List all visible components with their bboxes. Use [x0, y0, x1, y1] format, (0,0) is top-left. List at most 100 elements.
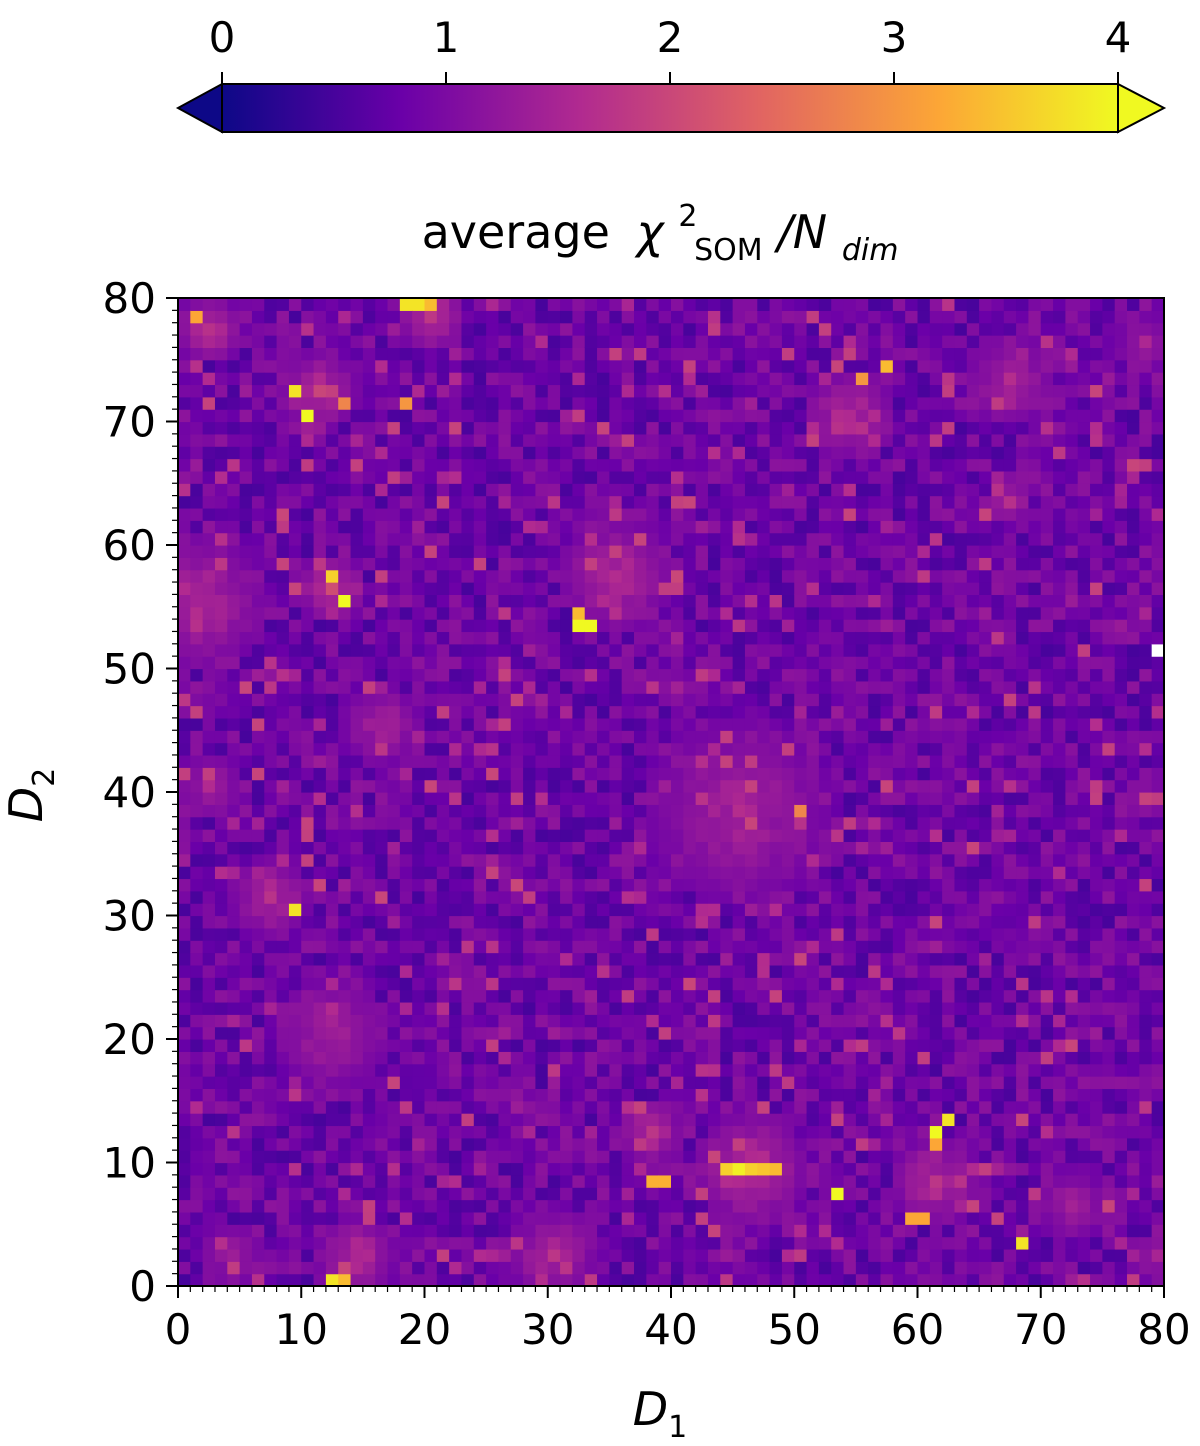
- heatmap-cell: [437, 681, 450, 694]
- heatmap-cell: [844, 471, 857, 484]
- heatmap-cell: [782, 743, 795, 756]
- heatmap-cell: [671, 397, 684, 410]
- heatmap-cell: [314, 1138, 327, 1151]
- heatmap-cell: [461, 841, 474, 854]
- heatmap-cell: [498, 1113, 511, 1126]
- heatmap-cell: [720, 1261, 733, 1274]
- heatmap-cell: [720, 422, 733, 435]
- heatmap-cell: [831, 928, 844, 941]
- heatmap-cell: [918, 644, 931, 657]
- heatmap-cell: [289, 360, 302, 373]
- heatmap-cell: [240, 928, 253, 941]
- heatmap-cell: [942, 1187, 955, 1200]
- heatmap-cell: [708, 1187, 721, 1200]
- heatmap-cell: [511, 1014, 524, 1027]
- heatmap-cell: [215, 1200, 228, 1213]
- heatmap-cell: [301, 841, 314, 854]
- heatmap-cell: [289, 1237, 302, 1250]
- heatmap-cell: [733, 582, 746, 595]
- heatmap-cell: [893, 780, 906, 793]
- heatmap-cell: [622, 1051, 635, 1064]
- heatmap-cell: [807, 471, 820, 484]
- heatmap-cell: [535, 1039, 548, 1052]
- heatmap-cell: [671, 310, 684, 323]
- heatmap-cell: [918, 977, 931, 990]
- heatmap-cell: [634, 1014, 647, 1027]
- heatmap-cell: [375, 693, 388, 706]
- heatmap-cell: [498, 1027, 511, 1040]
- heatmap-cell: [609, 693, 622, 706]
- heatmap-cell: [425, 743, 438, 756]
- heatmap-cell: [388, 446, 401, 459]
- heatmap-cell: [622, 1076, 635, 1089]
- heatmap-cell: [819, 1274, 832, 1287]
- heatmap-cell: [683, 1014, 696, 1027]
- heatmap-cell: [745, 878, 758, 891]
- heatmap-cell: [585, 422, 598, 435]
- heatmap-cell: [215, 533, 228, 546]
- heatmap-cell: [227, 878, 240, 891]
- heatmap-cell: [683, 459, 696, 472]
- heatmap-cell: [178, 631, 191, 644]
- heatmap-cell: [375, 928, 388, 941]
- heatmap-cell: [289, 916, 302, 929]
- heatmap-cell: [375, 743, 388, 756]
- heatmap-cell: [548, 891, 561, 904]
- heatmap-cell: [634, 854, 647, 867]
- heatmap-cell: [338, 1039, 351, 1052]
- heatmap-cell: [461, 446, 474, 459]
- heatmap-cell: [326, 1014, 339, 1027]
- heatmap-cell: [388, 520, 401, 533]
- heatmap-cell: [708, 1150, 721, 1163]
- heatmap-cell: [794, 570, 807, 583]
- heatmap-cell: [314, 1237, 327, 1250]
- heatmap-cell: [523, 730, 536, 743]
- heatmap-cell: [696, 743, 709, 756]
- heatmap-cell: [486, 669, 499, 682]
- heatmap-cell: [560, 372, 573, 385]
- heatmap-cell: [425, 940, 438, 953]
- heatmap-cell: [794, 1076, 807, 1089]
- heatmap-cell: [930, 866, 943, 879]
- heatmap-cell: [548, 1125, 561, 1138]
- heatmap-cell: [622, 409, 635, 422]
- heatmap-cell: [844, 1237, 857, 1250]
- heatmap-cell: [807, 335, 820, 348]
- heatmap-cell: [622, 1237, 635, 1250]
- heatmap-cell: [523, 767, 536, 780]
- heatmap-cell: [375, 397, 388, 410]
- heatmap-cell: [585, 459, 598, 472]
- heatmap-cell: [597, 459, 610, 472]
- heatmap-cell: [264, 1039, 277, 1052]
- heatmap-cell: [918, 360, 931, 373]
- heatmap-cell: [511, 718, 524, 731]
- heatmap-cell: [572, 1064, 585, 1077]
- heatmap-cell: [770, 656, 783, 669]
- heatmap-cell: [351, 866, 364, 879]
- heatmap-cell: [683, 829, 696, 842]
- heatmap-cell: [388, 1088, 401, 1101]
- heatmap-cell: [881, 459, 894, 472]
- heatmap-cell: [289, 1175, 302, 1188]
- heatmap-cell: [400, 1113, 413, 1126]
- heatmap-cell: [671, 1051, 684, 1064]
- heatmap-cell: [819, 681, 832, 694]
- heatmap-cell: [893, 1274, 906, 1287]
- heatmap-cell: [844, 323, 857, 336]
- heatmap-cell: [585, 1261, 598, 1274]
- heatmap-cell: [585, 533, 598, 546]
- heatmap-cell: [326, 1125, 339, 1138]
- heatmap-cell: [856, 607, 869, 620]
- heatmap-cell: [720, 1014, 733, 1027]
- heatmap-cell: [893, 1261, 906, 1274]
- heatmap-cell: [388, 323, 401, 336]
- heatmap-cell: [856, 755, 869, 768]
- heatmap-cell: [400, 557, 413, 570]
- heatmap-cell: [782, 1212, 795, 1225]
- heatmap-cell: [622, 1088, 635, 1101]
- heatmap-cell: [720, 755, 733, 768]
- heatmap-cell: [831, 755, 844, 768]
- heatmap-cell: [794, 347, 807, 360]
- heatmap-cell: [868, 854, 881, 867]
- heatmap-cell: [646, 1249, 659, 1262]
